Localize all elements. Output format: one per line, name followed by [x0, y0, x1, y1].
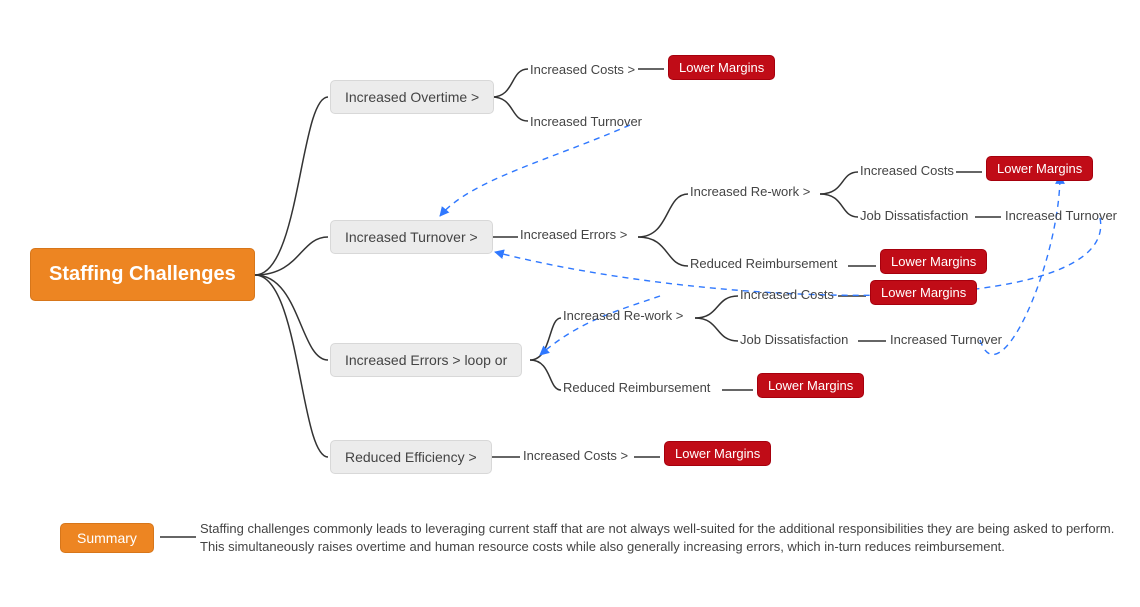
leaf-lower-margins: Lower Margins [668, 55, 775, 80]
branch-overtime: Increased Overtime > [330, 80, 494, 114]
root-node: Staffing Challenges [30, 248, 255, 301]
node-increased-costs: Increased Costs > [530, 60, 635, 79]
node-increased-costs: Increased Costs [740, 285, 834, 304]
branch-efficiency: Reduced Efficiency > [330, 440, 492, 474]
node-increased-errors: Increased Errors > [520, 225, 627, 244]
node-job-dissatisfaction: Job Dissatisfaction [860, 206, 968, 225]
summary-label: Summary [60, 523, 154, 553]
leaf-lower-margins: Lower Margins [757, 373, 864, 398]
node-increased-turnover: Increased Turnover [1005, 206, 1117, 225]
node-increased-rework: Increased Re-work > [690, 182, 810, 201]
node-increased-rework: Increased Re-work > [563, 306, 683, 325]
node-increased-costs: Increased Costs [860, 161, 954, 180]
branch-turnover: Increased Turnover > [330, 220, 493, 254]
leaf-lower-margins: Lower Margins [986, 156, 1093, 181]
node-reduced-reimbursement: Reduced Reimbursement [690, 254, 837, 273]
node-increased-turnover: Increased Turnover [890, 330, 1002, 349]
node-increased-turnover: Increased Turnover [530, 112, 642, 131]
leaf-lower-margins: Lower Margins [870, 280, 977, 305]
summary-text: Staffing challenges commonly leads to le… [200, 520, 1120, 555]
node-reduced-reimbursement: Reduced Reimbursement [563, 378, 710, 397]
leaf-lower-margins: Lower Margins [880, 249, 987, 274]
node-job-dissatisfaction: Job Dissatisfaction [740, 330, 848, 349]
node-increased-costs: Increased Costs > [523, 446, 628, 465]
branch-errors: Increased Errors > loop or [330, 343, 522, 377]
leaf-lower-margins: Lower Margins [664, 441, 771, 466]
